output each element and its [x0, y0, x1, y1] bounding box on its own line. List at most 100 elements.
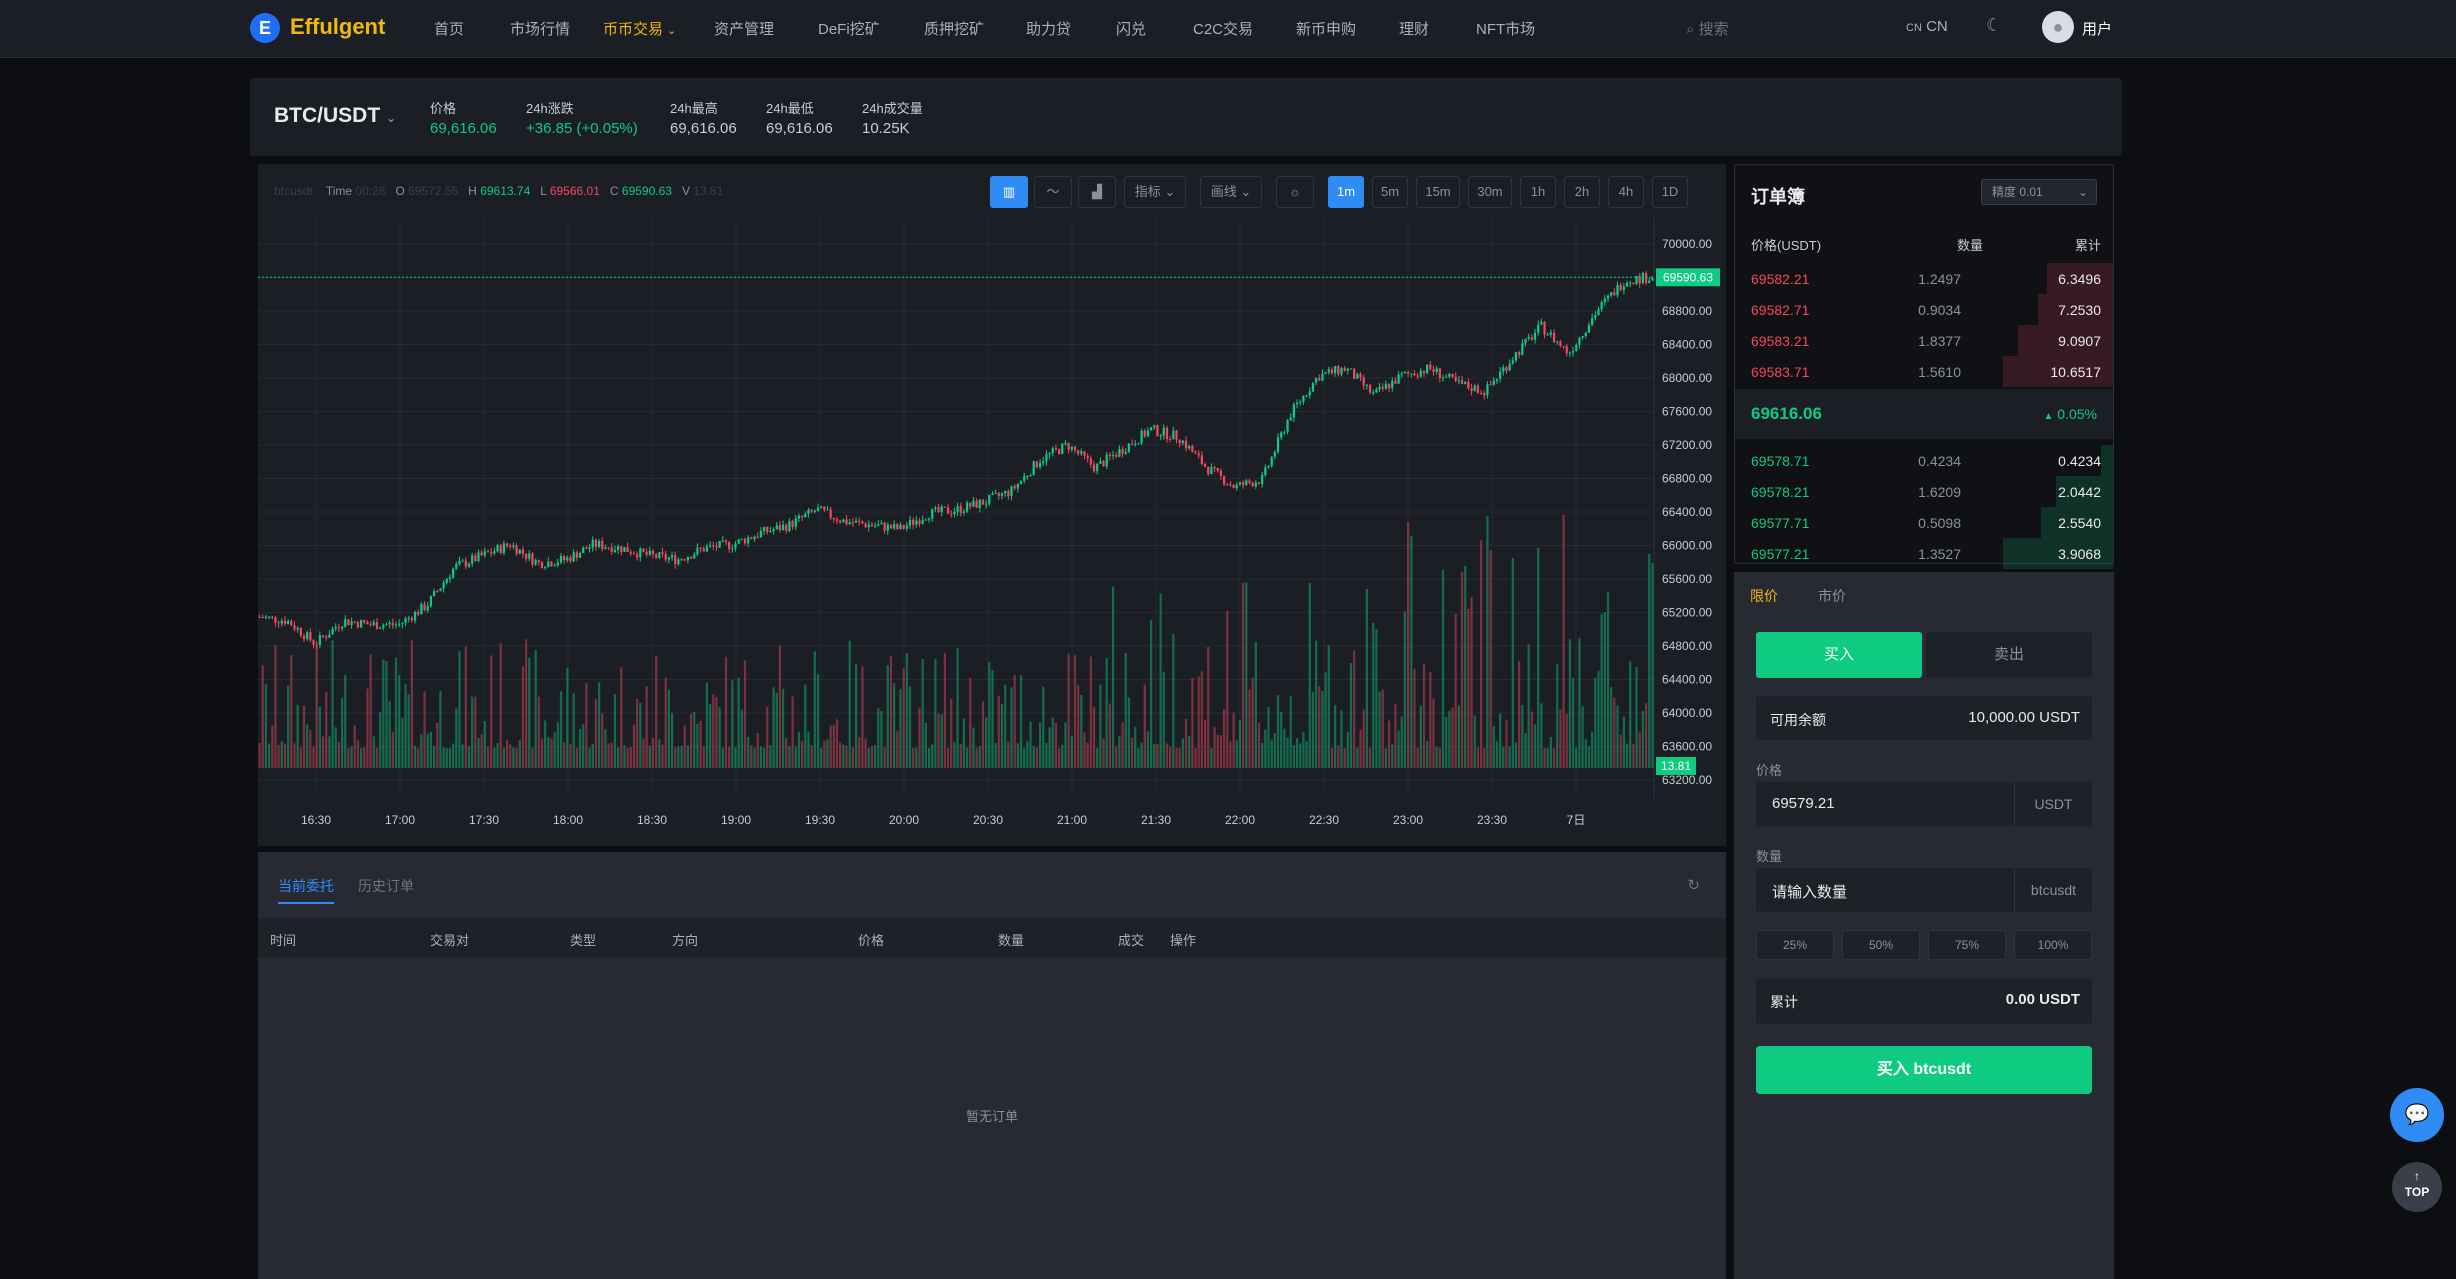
- volume-bar: [1556, 664, 1559, 768]
- candle-body: [1378, 386, 1381, 390]
- price-input[interactable]: 69579.21 USDT: [1756, 782, 2092, 826]
- volume-bar: [620, 667, 623, 768]
- candle-body: [915, 520, 918, 525]
- candle-body: [1492, 380, 1495, 385]
- nav-item-7[interactable]: 闪兑: [1116, 21, 1147, 38]
- candle-body: [1387, 383, 1391, 389]
- candle-body: [1518, 352, 1521, 355]
- candle-body: [337, 627, 341, 629]
- volume-bar: [1648, 554, 1651, 768]
- draw-tools-button[interactable]: 画线 ⌄: [1200, 176, 1262, 208]
- candle-type-button[interactable]: ▥: [990, 176, 1028, 208]
- orderbook-row[interactable]: 69578.71 0.4234 0.4234: [1735, 445, 2113, 476]
- candle-body: [388, 622, 391, 625]
- interval-4h[interactable]: 4h: [1608, 176, 1644, 208]
- back-to-top-button[interactable]: ↑ TOP: [2392, 1162, 2442, 1212]
- candle-body: [1004, 490, 1007, 494]
- percent-button-75[interactable]: 75%: [1928, 930, 2006, 960]
- submit-buy-button[interactable]: 买入 btcusdt: [1756, 1046, 2092, 1094]
- percent-button-100[interactable]: 100%: [2014, 930, 2092, 960]
- volume-bar: [280, 741, 283, 768]
- volume-bar: [645, 685, 648, 768]
- chart-settings-button[interactable]: ☼: [1276, 176, 1314, 208]
- candle-body: [1089, 458, 1092, 465]
- nav-item-0[interactable]: 首页: [434, 21, 465, 38]
- user-menu[interactable]: 用户: [2082, 21, 2113, 38]
- refresh-icon[interactable]: ↻: [1687, 877, 1700, 894]
- candle-body: [1578, 337, 1581, 345]
- tab-limit[interactable]: 限价: [1750, 588, 1778, 604]
- tab-order-history[interactable]: 历史订单: [358, 878, 414, 894]
- nav-item-11[interactable]: NFT市场: [1476, 21, 1536, 38]
- interval-1D[interactable]: 1D: [1652, 176, 1688, 208]
- volume-bar: [915, 747, 918, 768]
- nav-item-2[interactable]: 币币交易 ⌄: [603, 21, 677, 38]
- interval-1h[interactable]: 1h: [1520, 176, 1556, 208]
- line-type-button[interactable]: 〜: [1034, 176, 1072, 208]
- candle-body: [724, 540, 728, 543]
- volume-bar: [1533, 724, 1537, 768]
- sell-side-button[interactable]: 卖出: [1926, 632, 2092, 678]
- volume-bar: [845, 745, 848, 768]
- orderbook-row[interactable]: 69582.71 0.9034 7.2530: [1735, 294, 2113, 325]
- orderbook-row[interactable]: 69582.21 1.2497 6.3496: [1735, 263, 2113, 294]
- volume-bar: [1445, 717, 1448, 768]
- volume-bar: [1651, 563, 1654, 768]
- candle-body: [1130, 443, 1134, 445]
- percent-button-50[interactable]: 50%: [1842, 930, 1920, 960]
- area-type-button[interactable]: ▟: [1078, 176, 1116, 208]
- avatar[interactable]: ●: [2042, 11, 2074, 43]
- candle-body: [769, 530, 772, 532]
- candle-body: [578, 552, 582, 558]
- nav-item-1[interactable]: 市场行情: [510, 21, 571, 38]
- buy-side-button[interactable]: 买入: [1756, 632, 1922, 678]
- candle-body: [1464, 381, 1467, 384]
- interval-30m[interactable]: 30m: [1468, 176, 1512, 208]
- volume-bar: [807, 731, 810, 768]
- candlestick-chart[interactable]: 70000.0069200.0068800.0068400.0068000.00…: [258, 218, 1726, 846]
- volume-bar: [458, 650, 461, 768]
- nav-item-4[interactable]: DeFi挖矿: [818, 21, 880, 38]
- candle-body: [496, 545, 499, 552]
- volume-bar: [1137, 747, 1140, 768]
- interval-1m[interactable]: 1m: [1328, 176, 1364, 208]
- chat-support-button[interactable]: 💬: [2390, 1088, 2444, 1142]
- orderbook-row[interactable]: 69577.71 0.5098 2.5540: [1735, 507, 2113, 538]
- interval-15m[interactable]: 15m: [1416, 176, 1460, 208]
- orderbook-row[interactable]: 69583.71 1.5610 10.6517: [1735, 356, 2113, 387]
- brand-name[interactable]: Effulgent: [290, 14, 386, 39]
- interval-2h[interactable]: 2h: [1564, 176, 1600, 208]
- nav-item-8[interactable]: C2C交易: [1193, 21, 1254, 38]
- candle-body: [686, 556, 690, 561]
- volume-bar: [1289, 695, 1292, 768]
- orderbook-row[interactable]: 69583.21 1.8377 9.0907: [1735, 325, 2113, 356]
- nav-item-9[interactable]: 新币申购: [1296, 21, 1357, 38]
- candle-body: [636, 554, 639, 558]
- indicators-button[interactable]: 指标 ⌄: [1124, 176, 1186, 208]
- percent-button-25[interactable]: 25%: [1756, 930, 1834, 960]
- orderbook: 订单簿 精度 0.01 ⌄ 价格(USDT) 数量 累计 69582.21 1.2…: [1734, 164, 2114, 569]
- candle-body: [1587, 325, 1591, 333]
- nav-item-3[interactable]: 资产管理: [714, 21, 775, 38]
- depth-bar: [2003, 538, 2113, 569]
- qty-input[interactable]: 请输入数量 btcusdt: [1756, 868, 2092, 912]
- precision-select[interactable]: 精度 0.01 ⌄: [1981, 179, 2097, 205]
- theme-moon-icon[interactable]: ☾: [1986, 15, 2003, 35]
- volume-bar: [1067, 653, 1070, 768]
- interval-5m[interactable]: 5m: [1372, 176, 1408, 208]
- pair-selector[interactable]: BTC/USDT ⌄: [274, 104, 397, 127]
- orderbook-row[interactable]: 69578.21 1.6209 2.0442: [1735, 476, 2113, 507]
- chart-svg[interactable]: 70000.0069200.0068800.0068400.0068000.00…: [258, 218, 1726, 846]
- search-input[interactable]: ⌕ 搜索: [1686, 21, 1729, 38]
- tab-current-orders[interactable]: 当前委托: [278, 878, 334, 904]
- volume-bar: [258, 743, 261, 768]
- nav-item-6[interactable]: 助力贷: [1026, 21, 1072, 38]
- orderbook-row[interactable]: 69577.21 1.3527 3.9068: [1735, 538, 2113, 569]
- nav-item-5[interactable]: 质押挖矿: [924, 21, 985, 38]
- tab-market[interactable]: 市价: [1818, 588, 1846, 604]
- volume-bar: [1362, 709, 1365, 768]
- logo-icon[interactable]: E: [250, 13, 280, 43]
- volume-bar: [1302, 731, 1305, 768]
- language-switch[interactable]: CN CN: [1906, 18, 1948, 35]
- nav-item-10[interactable]: 理财: [1399, 21, 1430, 38]
